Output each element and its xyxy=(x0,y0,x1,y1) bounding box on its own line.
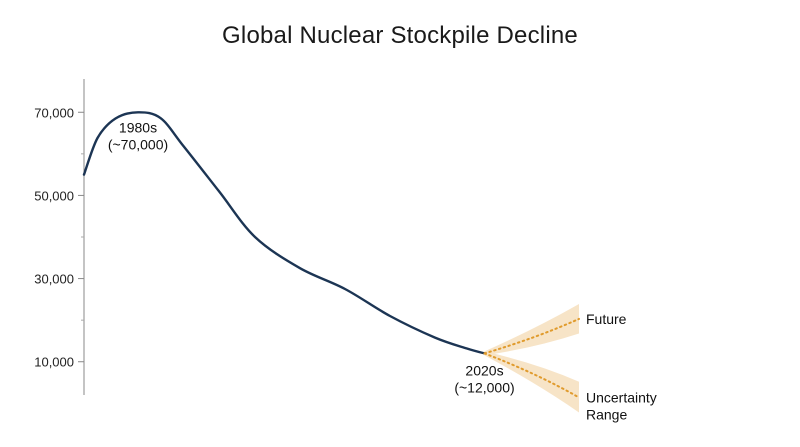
projection-label: Uncertainty Range xyxy=(586,389,657,422)
y-tick-label: 30,000 xyxy=(34,272,74,287)
uncertainty-bands xyxy=(484,303,579,413)
y-tick-label: 10,000 xyxy=(34,355,74,370)
projection-label: Future xyxy=(586,311,627,327)
projection-lines xyxy=(483,317,580,399)
annotations: Future Uncertainty Range 1980s (~70,000) 2020… xyxy=(108,119,657,422)
stockpile-line xyxy=(82,111,486,355)
projection-line xyxy=(483,352,580,399)
chart-title: Global Nuclear Stockpile Decline xyxy=(222,22,578,49)
uncertainty-band xyxy=(484,303,579,356)
y-tick-label: 70,000 xyxy=(34,105,74,120)
projection-line xyxy=(483,317,580,355)
stockpile-series xyxy=(82,111,486,355)
uncertainty-band xyxy=(484,351,579,413)
y-axis: 70,000 50,000 30,000 10,000 xyxy=(34,79,85,395)
y-tick-label: 50,000 xyxy=(34,188,74,203)
point-annotation: 2020s (~12,000) xyxy=(454,362,514,395)
point-annotation: 1980s (~70,000) xyxy=(108,119,168,152)
